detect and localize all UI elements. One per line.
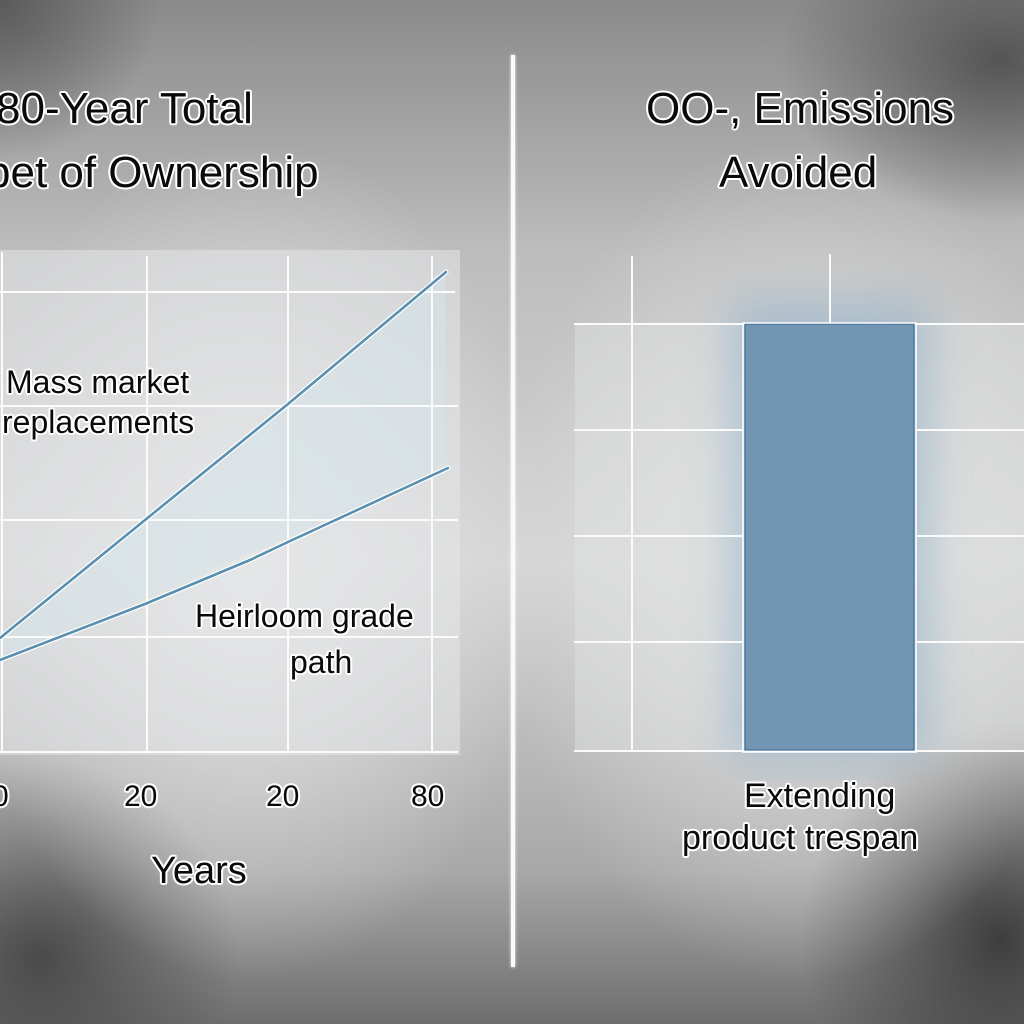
bar-extending-lifespan — [744, 323, 915, 751]
right-gridlines-vertical — [631, 254, 831, 752]
right-chart-title-line1: OO-, Emissions — [646, 84, 955, 133]
x-tick-3: 80 — [411, 780, 445, 813]
right-gridlines-horizontal — [574, 323, 1024, 752]
x-tick-0: 0 — [0, 780, 9, 813]
right-chart-title-line2: Avoided — [719, 148, 878, 197]
left-chart-title-line2: bet of Ownership — [0, 148, 319, 197]
left-chart-title-line1: 80-Year Total — [0, 84, 253, 133]
annotation-mass-market-line2: replacements — [2, 404, 195, 440]
x-tick-2: 20 — [266, 780, 300, 813]
series-heirloom-line — [0, 465, 451, 663]
left-chart-plot — [0, 250, 460, 755]
series-mass-market-line — [0, 269, 449, 641]
x-tick-1: 20 — [124, 780, 158, 813]
annotation-heirloom-line1: Heirloom grade — [195, 598, 414, 634]
left-gridlines-vertical — [1, 252, 433, 752]
annotation-heirloom-line2: path — [290, 644, 353, 680]
bar-category-label-line1: Extending — [744, 777, 896, 815]
annotation-mass-market-line1: Mass market — [6, 364, 190, 400]
x-axis-label: Years — [151, 850, 247, 892]
left-gridlines-horizontal — [0, 291, 458, 753]
panel-divider — [511, 55, 515, 967]
right-chart-plot — [574, 254, 1024, 760]
bar-category-label-line2: product trespan — [682, 819, 919, 857]
